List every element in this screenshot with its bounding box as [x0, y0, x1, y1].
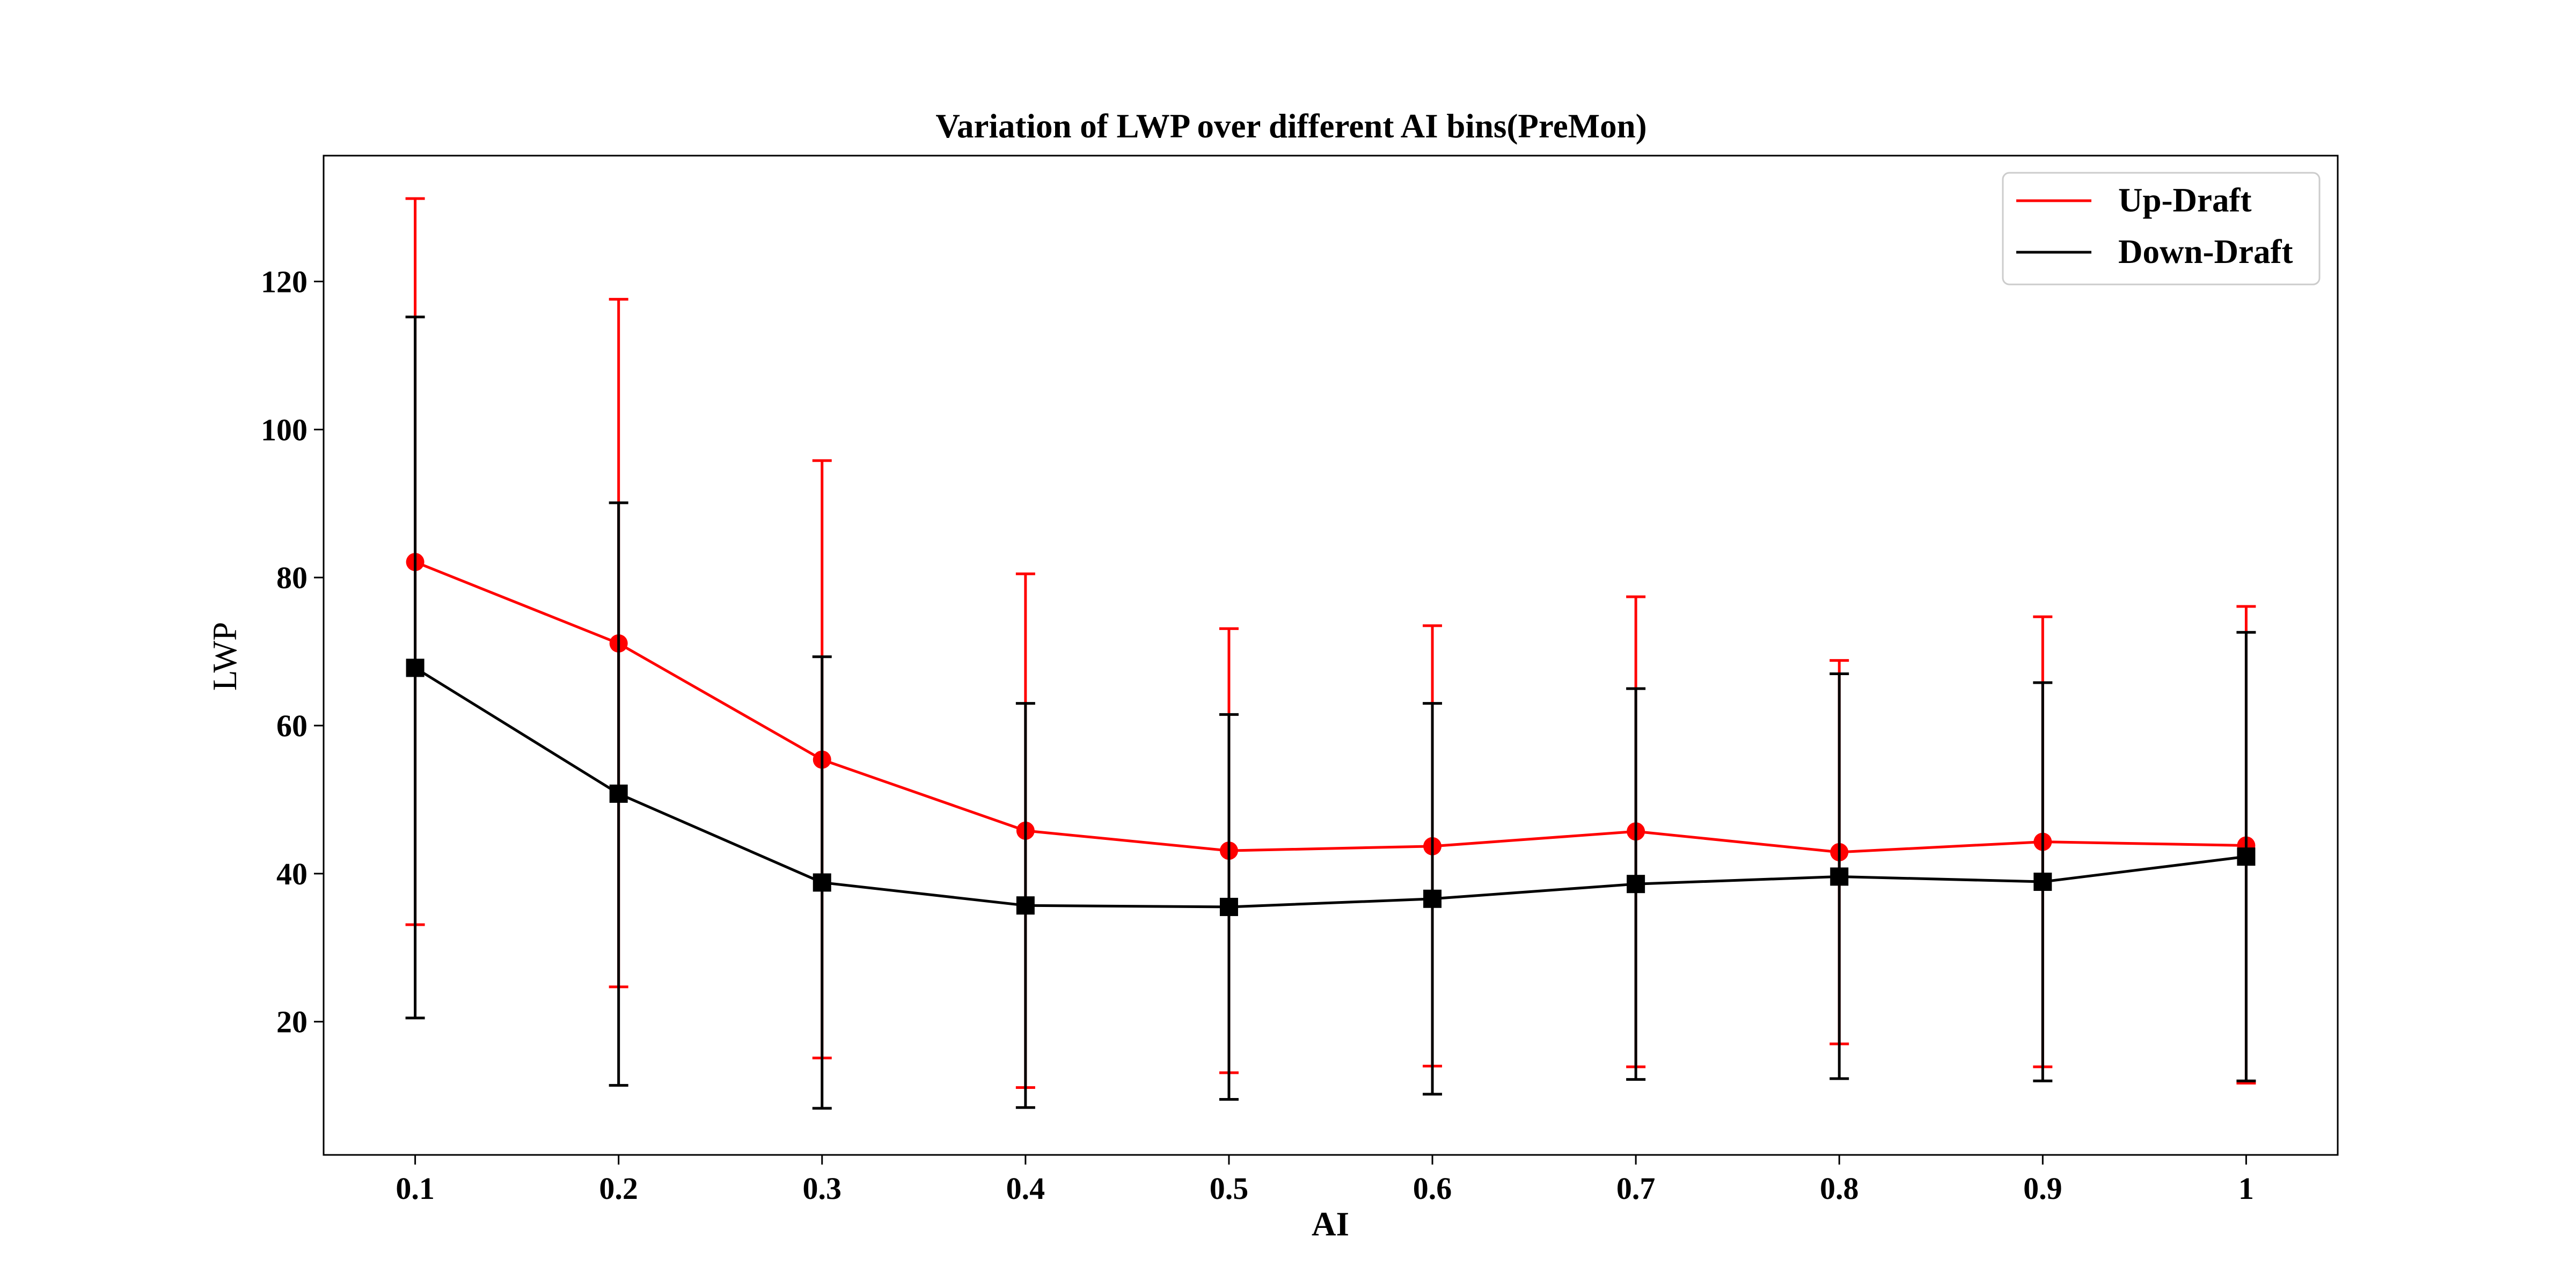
legend: Up-Draft Down-Draft [2002, 172, 2321, 286]
data-point-down-draft-0.1 [406, 658, 425, 677]
y-tick-label-60: 60 [276, 708, 308, 743]
y-axis: 20 40 60 80 100 120 [261, 264, 324, 1040]
x-tick-label-0.6: 0.6 [1413, 1171, 1452, 1206]
series-line-up-draft [414, 560, 2246, 854]
data-point-down-draft-0.6 [1423, 889, 1442, 908]
x-tick-label-0.4: 0.4 [1006, 1171, 1045, 1206]
data-point-down-draft-0.8 [1830, 867, 1849, 886]
x-tick-label-0.2: 0.2 [599, 1171, 638, 1206]
x-tick-label-0.5: 0.5 [1210, 1171, 1249, 1206]
y-tick-label-100: 100 [261, 412, 308, 447]
x-axis-label: AI [1312, 1205, 1349, 1243]
x-axis: 0.1 0.2 0.3 0.4 0.5 0.6 0.7 0.8 0.9 1 [396, 1155, 2254, 1206]
x-tick-label-0.8: 0.8 [1820, 1171, 1859, 1206]
data-point-down-draft-0.5 [1219, 897, 1238, 916]
data-point-down-draft-0.7 [1627, 875, 1645, 894]
data-point-down-draft-0.3 [813, 873, 831, 892]
x-tick-label-0.9: 0.9 [2023, 1171, 2062, 1206]
data-point-down-draft-0.2 [609, 784, 628, 803]
x-tick-label-0.1: 0.1 [396, 1171, 435, 1206]
y-tick-label-80: 80 [276, 560, 308, 595]
y-tick-label-20: 20 [276, 1005, 308, 1040]
y-tick-label-40: 40 [276, 857, 308, 891]
series-down-draft [405, 316, 2256, 1110]
data-point-down-draft-1 [2237, 847, 2256, 866]
legend-label-down-draft: Down-Draft [2118, 233, 2293, 270]
plot-area [405, 197, 2256, 1110]
y-tick-label-120: 120 [261, 264, 308, 299]
chart-title: Variation of LWP over different AI bins(… [935, 107, 1646, 145]
y-axis-label: LWP [206, 622, 244, 691]
x-tick-label-1: 1 [2238, 1171, 2254, 1206]
series-line-down-draft [414, 667, 2246, 909]
data-point-down-draft-0.9 [2033, 873, 2052, 891]
x-tick-label-0.7: 0.7 [1616, 1171, 1656, 1206]
x-tick-label-0.3: 0.3 [803, 1171, 842, 1206]
legend-label-up-draft: Up-Draft [2118, 181, 2251, 219]
plot-frame [323, 155, 2339, 1156]
data-point-down-draft-0.4 [1016, 896, 1035, 915]
